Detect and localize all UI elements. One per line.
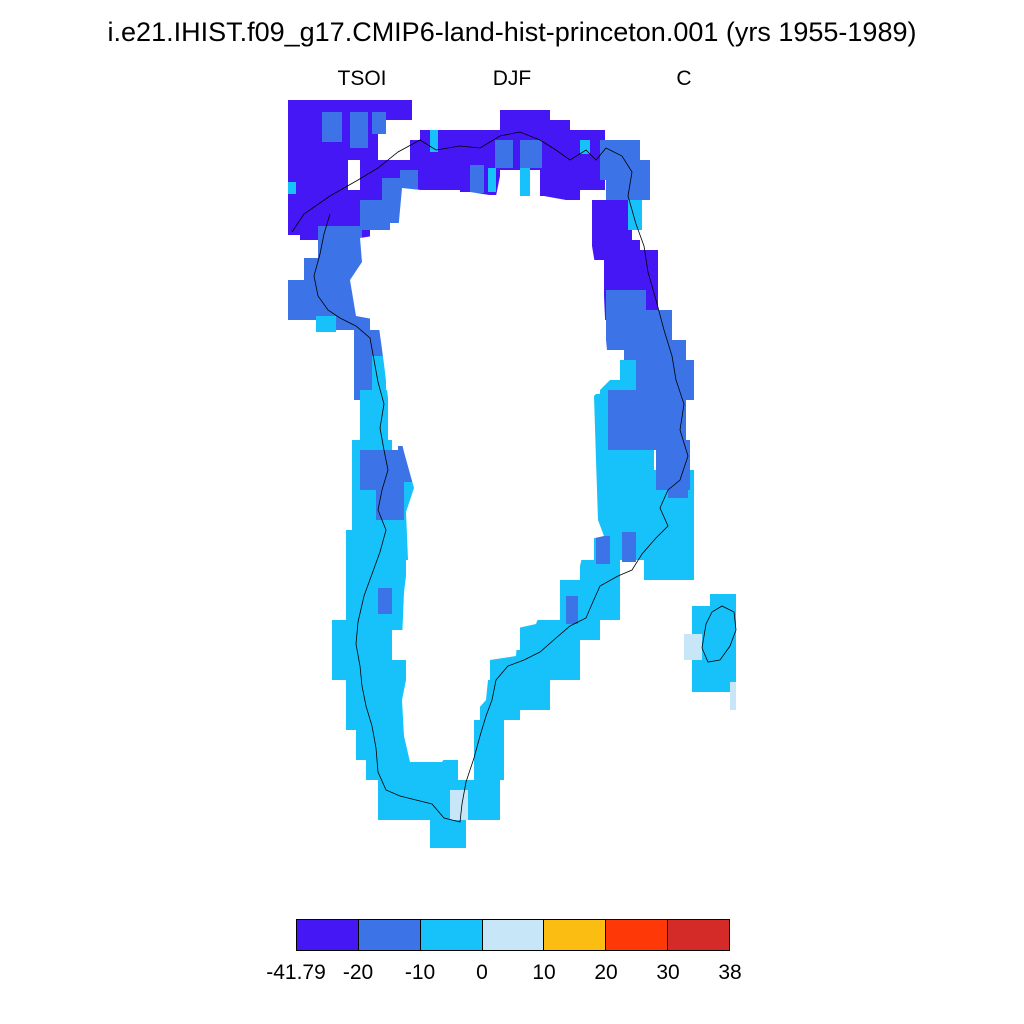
legend-tick-label: -10	[404, 961, 436, 984]
legend-swatch	[358, 920, 421, 950]
map-cell	[620, 360, 636, 390]
map-cell	[372, 112, 386, 134]
units-label: C	[676, 67, 692, 90]
legend-swatch	[544, 920, 607, 950]
chart-title: i.e21.IHIST.f09_g17.CMIP6-land-hist-prin…	[107, 17, 917, 47]
map-cell	[474, 720, 504, 780]
map-cell	[360, 200, 390, 230]
legend-tick-label: 30	[656, 961, 680, 984]
coastline	[291, 131, 689, 823]
map-cell	[566, 596, 578, 624]
ice-sheet-no-data	[350, 176, 610, 762]
legend-swatch	[297, 920, 359, 950]
map-cell	[596, 536, 610, 564]
map-cell	[430, 130, 438, 152]
map-cell	[360, 450, 376, 490]
map-cell	[710, 594, 736, 624]
map-cell	[322, 112, 342, 142]
map-cell	[660, 500, 690, 580]
season-label: DJF	[492, 67, 532, 90]
legend-swatch	[420, 920, 483, 950]
map-cell	[622, 532, 636, 562]
map-cell	[488, 168, 496, 192]
map-cell	[580, 140, 590, 154]
map-cell	[372, 356, 386, 396]
legend-tick-label: 0	[476, 961, 488, 984]
legend-tick-label: 38	[718, 961, 742, 984]
legend-swatch	[482, 920, 545, 950]
map-cell	[470, 165, 484, 193]
map-cell	[668, 470, 688, 498]
legend-tick-label: -20	[342, 961, 374, 984]
legend-swatch	[606, 920, 669, 950]
legend-tick-label: 10	[532, 961, 556, 984]
map-cell	[730, 682, 736, 710]
legend-swatch	[668, 920, 730, 950]
color-legend	[296, 919, 730, 951]
map-cell	[378, 588, 392, 614]
map-cell	[520, 140, 542, 168]
map-cell	[608, 390, 658, 450]
map-cell	[495, 140, 513, 168]
legend-tick-label: 20	[594, 961, 618, 984]
map-cells	[288, 100, 736, 848]
map-cell	[550, 150, 580, 200]
map-cell	[288, 182, 296, 194]
map-cell	[684, 634, 702, 660]
map-cell	[520, 168, 530, 198]
map-cell	[350, 112, 368, 148]
map-cell	[316, 316, 336, 332]
map-cell	[628, 160, 650, 200]
legend-tick-label: -41.79	[266, 961, 326, 984]
map-cell	[450, 790, 468, 820]
variable-label: TSOI	[337, 67, 387, 90]
coastline-east-island	[701, 605, 737, 663]
map-cell	[378, 100, 412, 120]
